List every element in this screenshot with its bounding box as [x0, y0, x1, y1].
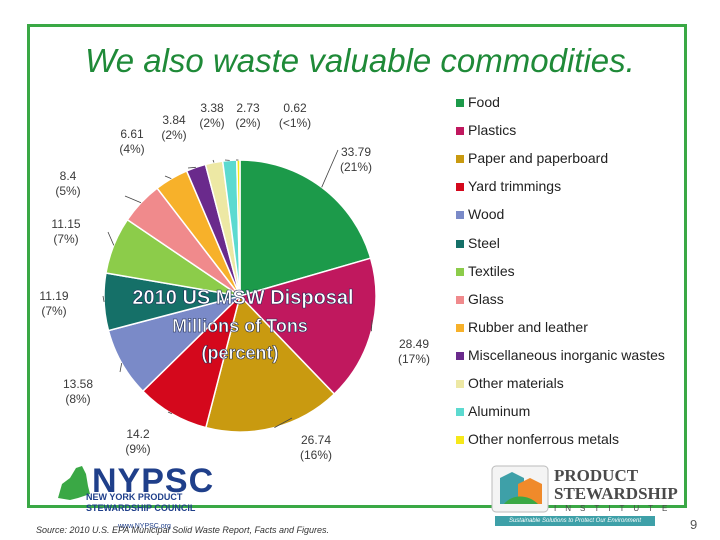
leader-line	[107, 231, 115, 246]
legend-swatch	[456, 380, 464, 388]
nypsc-logo-line2: STEWARDSHIP COUNCIL	[86, 503, 196, 513]
leader-lines	[102, 149, 373, 428]
legend-item: Wood	[456, 206, 716, 228]
legend-swatch	[456, 99, 464, 107]
legend-item: Steel	[456, 235, 716, 257]
legend-swatch	[456, 408, 464, 417]
legend-item: Glass	[456, 291, 716, 313]
legend-swatch	[456, 211, 464, 220]
leader-line	[274, 417, 293, 428]
legend-item: Yard trimmings	[456, 178, 716, 200]
data-label: 11.15 (7%)	[51, 217, 80, 246]
legend-swatch	[456, 239, 464, 248]
data-label: 14.2 (9%)	[125, 427, 150, 456]
legend-item: Food	[456, 94, 716, 116]
legend-label: Plastics	[468, 122, 517, 139]
data-label: 13.58 (8%)	[63, 377, 93, 406]
legend-item: Other nonferrous metals	[456, 431, 716, 453]
legend-label: Rubber and leather	[468, 318, 588, 335]
legend-swatch	[456, 127, 464, 136]
new-york-state-map-icon	[58, 466, 90, 500]
legend-label: Aluminum	[468, 403, 531, 420]
legend-swatch	[456, 267, 464, 276]
data-label: 2.73 (2%)	[235, 101, 260, 130]
slide-title: We also waste valuable commodities.	[85, 42, 635, 79]
data-label: 28.49 (17%)	[398, 337, 430, 366]
data-label: 11.19 (7%)	[39, 289, 68, 318]
legend-label: Steel	[468, 234, 500, 251]
legend-label: Paper and paperboard	[468, 150, 609, 167]
legend-label: Other nonferrous metals	[468, 431, 619, 448]
leader-line	[321, 149, 339, 188]
data-label: 3.84 (2%)	[161, 113, 186, 142]
legend-item: Plastics	[456, 122, 716, 144]
leader-line	[167, 411, 173, 415]
chart-title: 2010 US MSW Disposal	[132, 287, 353, 309]
leader-line	[124, 195, 142, 204]
data-label: 6.61 (4%)	[119, 127, 144, 156]
data-label: 33.79 (21%)	[340, 145, 372, 174]
source-note: Source: 2010 U.S. EPA Municipal Solid Wa…	[36, 525, 329, 535]
data-label: 0.62 (<1%)	[279, 101, 311, 130]
leader-line	[212, 159, 215, 163]
leader-line	[119, 363, 123, 373]
psi-logo-line3: INSTITUTE	[554, 504, 677, 513]
legend-swatch	[456, 436, 464, 445]
data-label: 3.38 (2%)	[199, 101, 224, 130]
psi-logo-line1: PRODUCT	[554, 466, 639, 485]
data-label: 8.4 (5%)	[55, 169, 80, 198]
legend-label: Miscellaneous inorganic wastes	[468, 346, 665, 363]
leader-line	[371, 319, 373, 332]
legend-label: Other materials	[468, 375, 564, 391]
legend-label: Glass	[468, 290, 504, 307]
chart-subtitle-line2: (percent)	[201, 343, 278, 363]
leader-line	[164, 175, 172, 179]
legend-item: Textiles	[456, 263, 716, 285]
legend-swatch	[456, 183, 464, 192]
psi-emblem-icon	[491, 465, 549, 513]
data-labels: 33.79 (21%) 28.49 (17%) 26.74 (16%) 14.2 (9%) 13…	[39, 101, 430, 462]
data-label: 26.74 (16%)	[300, 433, 332, 462]
legend-item: Miscellaneous inorganic wastes	[456, 347, 716, 369]
leader-line	[187, 166, 196, 169]
nypsc-logo-name: NYPSC	[92, 462, 215, 500]
legend-swatch	[456, 323, 464, 332]
psi-logo: PRODUCT STEWARDSHIP INSTITUTE Sustainabl…	[490, 464, 678, 526]
psi-logo-line2: STEWARDSHIP	[554, 484, 678, 503]
leader-line	[102, 295, 105, 302]
slide-frame	[27, 24, 687, 508]
page-number: 9	[690, 517, 698, 532]
legend-item: Aluminum	[456, 403, 716, 425]
legend-swatch	[456, 295, 464, 304]
legend-label: Wood	[468, 206, 505, 223]
nypsc-logo-line1: NEW YORK PRODUCT	[86, 492, 183, 502]
legend-item: Other materials	[456, 375, 716, 397]
chart-subtitle-line1: Millions of Tons	[172, 316, 308, 336]
legend-swatch	[456, 351, 464, 360]
legend-item: Paper and paperboard	[456, 150, 716, 172]
nypsc-logo-url: www.NYPSC.org	[118, 523, 171, 530]
legend-label: Yard trimmings	[468, 178, 562, 195]
legend-swatch	[456, 155, 464, 164]
pie-slices	[103, 159, 377, 433]
legend-label: Textiles	[468, 262, 515, 279]
legend-label: Food	[468, 94, 500, 110]
legend-item: Rubber and leather	[456, 319, 716, 341]
psi-tagline: Sustainable Solutions to Protect Our Env…	[508, 518, 642, 524]
pie-slice-food	[239, 159, 372, 297]
psi-tagline-bar: Sustainable Solutions to Protect Our Env…	[495, 516, 655, 526]
